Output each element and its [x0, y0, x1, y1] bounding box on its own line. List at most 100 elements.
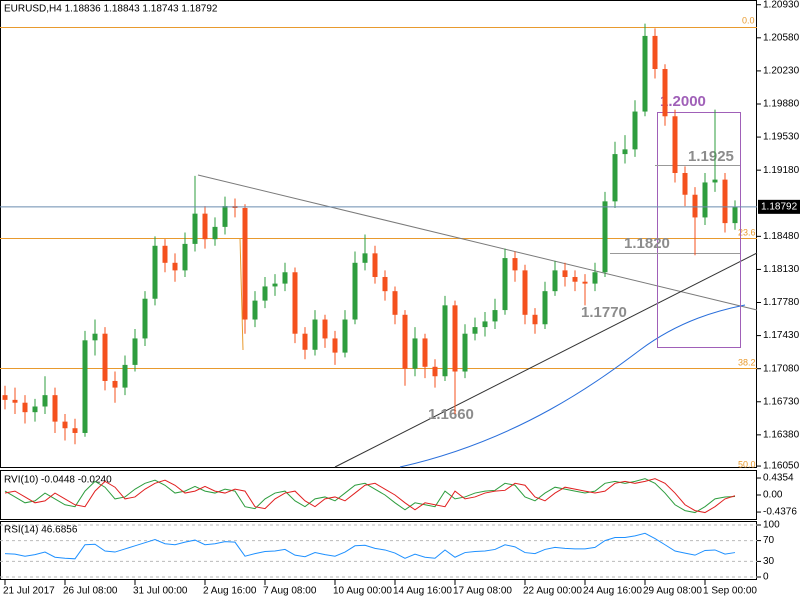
- candle-body: [472, 327, 478, 334]
- candle-body: [672, 116, 678, 173]
- candle-body: [32, 406, 38, 413]
- y-tick-label: 1.20580: [763, 32, 800, 43]
- y-tick-label: 1.18130: [763, 264, 800, 275]
- candle-body: [402, 314, 408, 369]
- candle-body: [112, 380, 118, 388]
- y-tick-label: 70: [763, 535, 775, 546]
- candle-body: [412, 338, 418, 369]
- fib-label: 38.2: [738, 357, 756, 367]
- candle-body: [202, 213, 208, 240]
- x-tick-label: 10 Aug 00:00: [333, 586, 392, 597]
- y-tick-label: 1.19880: [763, 99, 800, 110]
- panel-title: RVI(10) -0.0448 -0.0240: [4, 475, 112, 486]
- fib-label: 23.6: [738, 227, 756, 237]
- y-tick-label: 1.16380: [763, 429, 800, 440]
- annotation: 1.1660: [428, 406, 474, 423]
- candle-body: [662, 69, 668, 117]
- candle-body: [692, 194, 698, 218]
- annotation: 1.1925: [688, 148, 734, 165]
- y-tick-label: 1.20930: [763, 0, 800, 10]
- y-tick-label: 100: [763, 520, 780, 531]
- candle-body: [122, 364, 128, 388]
- annotation: 1.1820: [624, 235, 670, 252]
- candle-body: [712, 179, 718, 183]
- candle-body: [612, 154, 618, 202]
- candle-body: [492, 310, 498, 322]
- candle-body: [622, 149, 628, 155]
- y-tick-label: -0.4376: [763, 507, 797, 518]
- moving-average: [399, 304, 746, 468]
- candle-body: [432, 366, 438, 377]
- candle-body: [532, 314, 538, 325]
- last-price-box: [758, 199, 800, 214]
- y-tick-label: 1.17430: [763, 330, 800, 341]
- candle-body: [132, 338, 138, 365]
- candle-body: [702, 182, 708, 218]
- candle-body: [482, 321, 488, 328]
- candle-body: [522, 270, 528, 315]
- candle-body: [312, 319, 318, 350]
- candle-body: [222, 206, 228, 227]
- candle-body: [2, 395, 8, 400]
- x-tick-label: 1 Sep 00:00: [703, 586, 757, 597]
- candle-body: [252, 300, 258, 320]
- candle-body: [632, 111, 638, 150]
- candle-body: [422, 338, 428, 367]
- y-tick-label: 30: [763, 556, 775, 567]
- annotation: 1.1770: [581, 304, 627, 321]
- y-tick-label: 1.16050: [763, 461, 800, 472]
- rvi-panel: [0, 470, 757, 520]
- candle-body: [512, 258, 518, 271]
- candle-body: [582, 281, 588, 284]
- fib-line: [239, 237, 244, 351]
- candle-body: [82, 340, 88, 433]
- chart-title: EURUSD,H4 1.18836 1.18843 1.18743 1.1879…: [4, 4, 218, 15]
- candle-body: [62, 421, 68, 429]
- candle-body: [212, 226, 218, 240]
- x-tick-label: 14 Aug 16:00: [393, 586, 452, 597]
- candle-body: [282, 272, 288, 284]
- candle-body: [272, 283, 278, 287]
- x-tick-label: 22 Aug 00:00: [523, 586, 582, 597]
- candle-body: [332, 338, 338, 353]
- y-tick-label: 0.4354: [763, 473, 794, 484]
- annotation: 1.2000: [660, 93, 706, 110]
- x-tick-label: 7 Aug 08:00: [263, 586, 317, 597]
- y-tick-label: 1.19180: [763, 165, 800, 176]
- candle-body: [12, 399, 18, 403]
- candle-body: [382, 276, 388, 292]
- last-price-label: 1.18792: [761, 201, 798, 212]
- candle-body: [732, 207, 738, 224]
- candle-body: [542, 291, 548, 325]
- rsi-panel: [0, 521, 757, 580]
- x-tick-label: 2 Aug 16:00: [203, 586, 257, 597]
- candle-body: [52, 395, 58, 422]
- candle-body: [342, 319, 348, 353]
- candle-body: [562, 270, 568, 277]
- candle-body: [552, 270, 558, 292]
- candle-body: [152, 245, 158, 299]
- candle-body: [292, 272, 298, 334]
- candle-body: [262, 286, 268, 301]
- candle-body: [352, 262, 358, 320]
- candle-body: [322, 319, 328, 339]
- candle-body: [182, 243, 188, 271]
- candle-body: [452, 305, 458, 372]
- candle-body: [462, 333, 468, 372]
- candle-body: [92, 333, 98, 341]
- candle-body: [652, 35, 658, 70]
- y-tick-label: 1.17780: [763, 297, 800, 308]
- x-tick-label: 29 Aug 08:00: [643, 586, 702, 597]
- main-panel: [0, 0, 757, 468]
- candle-body: [572, 276, 578, 282]
- fib-label: 50.0: [738, 459, 756, 469]
- candle-body: [22, 402, 28, 413]
- x-tick-label: 17 Aug 08:00: [453, 586, 512, 597]
- candle-body: [302, 333, 308, 350]
- candle-body: [442, 305, 448, 377]
- candle-body: [592, 272, 598, 284]
- candle-body: [42, 395, 48, 407]
- candle-body: [192, 213, 198, 244]
